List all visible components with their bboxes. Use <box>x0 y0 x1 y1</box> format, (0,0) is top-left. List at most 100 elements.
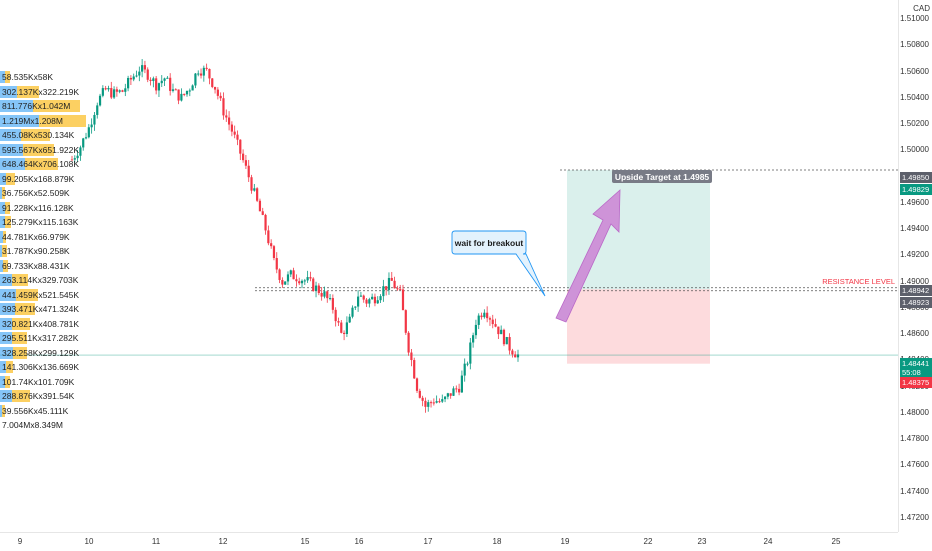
candle-body <box>202 67 205 76</box>
price-tag: 1.48375 <box>900 377 932 388</box>
price-tick-label: 1.48000 <box>900 407 929 417</box>
candle-body <box>312 278 315 291</box>
candle-body <box>516 354 520 358</box>
candle-body <box>239 139 242 154</box>
buy-volume-bar <box>0 332 12 344</box>
candle-body <box>96 105 99 115</box>
time-tick-label: 16 <box>354 537 364 546</box>
candle-body <box>132 76 135 80</box>
time-tick-label: 24 <box>763 537 773 546</box>
candle-body <box>191 85 194 91</box>
volume-profile-label: 455.08Kx530.134K <box>2 130 75 140</box>
price-tick-label: 1.49200 <box>900 250 929 260</box>
candle-body <box>70 159 74 161</box>
sell-volume-bar <box>12 317 31 330</box>
candle-body <box>216 89 219 96</box>
price-axis[interactable]: CAD 1.51000 1.50800 1.50600 1.50400 1.50200 1… <box>898 0 932 532</box>
candle-body <box>135 75 138 77</box>
time-tick-label: 17 <box>423 537 433 546</box>
candle-body <box>298 281 301 284</box>
candle-body <box>129 77 133 80</box>
candle-body <box>107 87 110 90</box>
sell-volume-bar <box>11 274 29 286</box>
price-tick-label: 1.50600 <box>900 66 929 76</box>
candle-body <box>211 78 214 87</box>
volume-profile-label: 595.567Kx651.922K <box>2 144 80 155</box>
buy-volume-bar <box>0 129 22 141</box>
candle-body <box>362 295 365 300</box>
candle-body <box>155 78 158 91</box>
candle-body <box>141 65 144 72</box>
candle-body <box>300 280 304 284</box>
time-tick-label: 12 <box>218 537 228 546</box>
sell-volume-bar <box>32 100 81 112</box>
candle-body <box>511 350 514 355</box>
candle-body <box>180 93 183 101</box>
volume-profile-label: 7.004Mx8.349M <box>2 420 63 430</box>
upside-arrow <box>555 189 621 323</box>
candle-body <box>258 200 262 212</box>
candle-body <box>483 312 486 318</box>
volume-profile-label: 811.776Kx1.042M <box>2 101 71 111</box>
price-tag: 1.48441 <box>900 358 932 369</box>
candle-body <box>320 293 323 297</box>
candle-body <box>152 78 155 82</box>
candle-body <box>76 155 79 159</box>
candle-body <box>272 246 276 259</box>
candle-body <box>292 270 295 280</box>
candle-body <box>309 277 312 279</box>
candle-body <box>236 134 239 140</box>
candle-body <box>185 90 189 95</box>
stop-zone <box>567 289 710 364</box>
candle-body <box>491 319 494 325</box>
callout-bubble <box>451 230 546 297</box>
candle-body <box>427 402 430 407</box>
price-chart[interactable]: RESISTANCE LEVEL Upside Target at 1.4985 w… <box>0 0 898 532</box>
candle-body <box>379 296 382 301</box>
candle-body <box>424 400 427 407</box>
candle-body <box>385 286 388 290</box>
buy-volume-bar <box>0 158 26 170</box>
candle-body <box>104 88 107 90</box>
chart-area[interactable]: RESISTANCE LEVEL Upside Target at 1.4985 w… <box>0 0 898 532</box>
candle-body <box>177 89 180 101</box>
time-tick-label: 9 <box>17 537 23 546</box>
sell-volume-bar <box>3 259 9 272</box>
candle-body <box>415 378 419 391</box>
buy-volume-bar <box>0 114 39 127</box>
volume-profile-label: 125.279Kx115.163K <box>2 217 79 227</box>
sell-volume-bar <box>4 201 11 214</box>
buy-volume-bar <box>0 187 3 199</box>
price-tick-label: 1.47600 <box>900 460 929 470</box>
target-label: Upside Target at 1.4985 <box>615 172 710 182</box>
volume-profile-label: 39.556Kx45.111K <box>2 405 69 416</box>
candle-body <box>337 321 340 323</box>
candle-body <box>421 397 424 401</box>
sell-volume-bar <box>2 245 8 257</box>
candle-body <box>449 393 452 396</box>
buy-volume-bar <box>0 245 3 257</box>
candle-body <box>500 329 503 335</box>
buy-volume-bar <box>0 201 5 214</box>
candle-body <box>143 65 147 70</box>
candle-body <box>275 258 278 270</box>
price-tag: 1.48923 <box>900 297 932 308</box>
price-tick-label: 1.50400 <box>900 92 929 102</box>
candle-body <box>340 322 343 333</box>
sell-volume-bar <box>5 172 16 185</box>
time-tick-label: 22 <box>643 537 653 546</box>
volume-profile-label: 302.137Kx322.219K <box>2 86 80 97</box>
candle-body <box>331 298 334 310</box>
candle-body <box>404 310 407 333</box>
time-axis[interactable]: 9 10 11 12 15 16 17 18 19 22 23 24 25 <box>0 532 898 551</box>
candle-body <box>328 298 332 300</box>
candle-body <box>505 337 508 345</box>
candle-body <box>213 86 217 90</box>
volume-profile-label: 44.781Kx66.979K <box>2 231 70 242</box>
candle-body <box>486 312 489 319</box>
candle-body <box>256 188 259 201</box>
time-tick-label: 10 <box>84 537 94 546</box>
candle-body <box>477 315 480 325</box>
candle-body <box>401 289 405 311</box>
candle-body <box>208 68 211 79</box>
